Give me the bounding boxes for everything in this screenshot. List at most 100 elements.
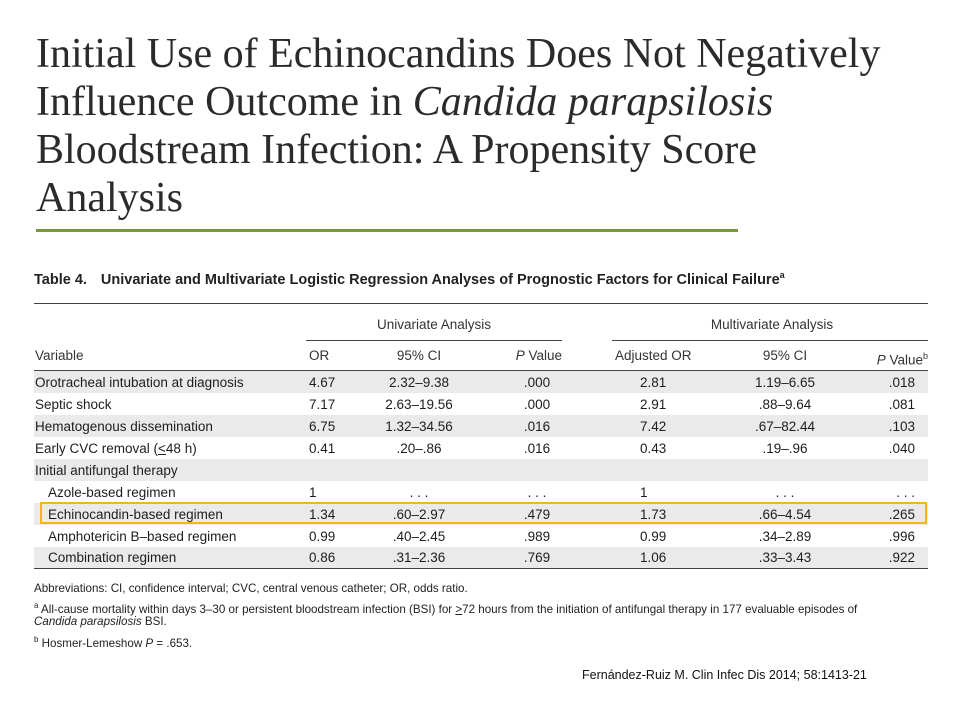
footnote-b: b Hosmer-Lemeshow P = .653. — [34, 632, 192, 651]
row-6-ci1: . . . — [409, 485, 429, 500]
footnote-a-italic: Candida parapsilosis — [34, 615, 142, 628]
row-3-variable: Hematogenous dissemination — [35, 419, 213, 434]
footnote-abbreviations: Abbreviations: CI, confidence interval; … — [34, 582, 468, 595]
source-citation: Fernández-Ruiz M. Clin Infec Dis 2014; 5… — [582, 668, 867, 682]
row-shade-1 — [34, 371, 928, 393]
row-1-ci1: 2.32–9.38 — [388, 375, 450, 390]
col-header-ci1: 95% CI — [396, 348, 442, 363]
row-9-p1: .769 — [523, 550, 551, 565]
row-7-p1: .479 — [523, 507, 551, 522]
footnote-b-pre: Hosmer-Lemeshow — [38, 636, 146, 650]
row-9-variable: Combination regimen — [48, 550, 177, 565]
multivariate-underline — [612, 340, 928, 341]
row-9-ci1: .31–2.36 — [392, 550, 446, 565]
row-2-p2: .081 — [888, 397, 915, 412]
table-caption: Table 4. Univariate and Multivariate Logi… — [34, 270, 785, 288]
footnote-a-rest: BSI. — [141, 615, 167, 628]
row-8-adjusted-or: 0.99 — [640, 529, 667, 544]
col-header-or: OR — [309, 348, 330, 363]
col-header-p2-sup: b — [922, 351, 928, 361]
row-1-variable: Orotracheal intubation at diagnosis — [35, 375, 244, 390]
row-9-or: 0.86 — [309, 550, 336, 565]
header-bottom-rule — [34, 370, 928, 371]
row-shade-7 — [34, 503, 928, 525]
row-shade-5 — [34, 459, 928, 481]
row-1-ci2: 1.19–6.65 — [754, 375, 816, 390]
row-7-p2: .265 — [888, 507, 915, 522]
row-3-p1: .016 — [523, 419, 551, 434]
title-line-4: Analysis — [36, 175, 183, 221]
row-4-ci1: .20–.86 — [396, 441, 442, 456]
col-header-p2: P Valueb — [877, 347, 928, 370]
row-4-adjusted-or: 0.43 — [640, 441, 667, 456]
row-7-ci2: .66–4.54 — [758, 507, 812, 522]
title-line-2-text: Influence Outcome in — [36, 79, 413, 125]
row-4-variable-pre: Early CVC removal ( — [35, 441, 159, 456]
col-header-ci2: 95% CI — [762, 348, 808, 363]
row-7-or: 1.34 — [309, 507, 336, 522]
title-line-1: Initial Use of Echinocandins Does Not Ne… — [36, 31, 881, 77]
row-shade-3 — [34, 415, 928, 437]
col-header-adjusted-or: Adjusted OR — [615, 348, 692, 363]
group-header-univariate: Univariate Analysis — [376, 317, 492, 332]
row-8-ci2: .34–2.89 — [758, 529, 812, 544]
footnote-a-pre: All-cause mortality within days 3–30 or … — [38, 602, 456, 616]
row-4-variable-post: 48 h) — [165, 441, 197, 456]
row-7-adjusted-or: 1.73 — [640, 507, 667, 522]
col-header-p2-rest: Value — [885, 352, 923, 368]
row-6-adjusted-or: 1 — [640, 485, 648, 500]
title-line-3: Bloodstream Infection: A Propensity Scor… — [36, 127, 757, 173]
row-6-variable: Azole-based regimen — [48, 485, 176, 500]
row-7-variable: Echinocandin-based regimen — [48, 507, 223, 522]
row-9-adjusted-or: 1.06 — [640, 550, 667, 565]
row-4-or: 0.41 — [309, 441, 336, 456]
row-6-p1: . . . — [527, 485, 547, 500]
row-8-or: 0.99 — [309, 529, 336, 544]
row-2-p1: .000 — [523, 397, 551, 412]
table-bottom-rule — [34, 568, 928, 569]
row-4-p1: .016 — [523, 441, 551, 456]
row-1-or: 4.67 — [309, 375, 336, 390]
row-4-ci2: .19–.96 — [762, 441, 808, 456]
row-8-p2: .996 — [888, 529, 915, 544]
row-4-variable: Early CVC removal (<48 h) — [35, 440, 197, 458]
row-1-p2: .018 — [888, 375, 915, 390]
row-6-or: 1 — [309, 485, 317, 500]
footnote-a-line-2: Candida parapsilosis BSI. — [34, 614, 167, 629]
group-header-multivariate: Multivariate Analysis — [710, 317, 834, 332]
row-3-or: 6.75 — [309, 419, 336, 434]
table-number: Table 4. — [34, 271, 87, 288]
slide-title: Initial Use of Echinocandins Does Not Ne… — [36, 30, 936, 222]
col-header-p1-rest: Value — [524, 348, 562, 363]
title-underline — [36, 229, 738, 232]
row-3-adjusted-or: 7.42 — [640, 419, 667, 434]
col-header-variable: Variable — [35, 348, 84, 363]
col-header-p1: P Value — [516, 347, 562, 365]
row-2-adjusted-or: 2.91 — [640, 397, 667, 412]
footnote-a-symbol: > — [455, 602, 463, 616]
footnote-b-italic: P — [145, 636, 154, 650]
row-8-ci1: .40–2.45 — [392, 529, 446, 544]
row-1-p1: .000 — [523, 375, 551, 390]
table-caption-sup: a — [779, 270, 785, 280]
row-9-ci2: .33–3.43 — [758, 550, 812, 565]
row-5-variable: Initial antifungal therapy — [35, 463, 178, 478]
row-6-ci2: . . . — [775, 485, 795, 500]
title-line-2-italic: Candida parapsilosis — [412, 79, 774, 125]
row-8-p1: .989 — [523, 529, 551, 544]
row-8-variable: Amphotericin B–based regimen — [48, 529, 237, 544]
col-header-p1-italic: P — [515, 348, 525, 363]
row-6-p2: . . . — [896, 485, 915, 500]
row-4-p2: .040 — [888, 441, 915, 456]
footnote-a: a All-cause mortality within days 3–30 o… — [34, 598, 857, 617]
footnote-b-post: = .653. — [153, 636, 193, 650]
row-shade-9 — [34, 547, 928, 569]
univariate-underline — [306, 340, 562, 341]
row-3-p2: .103 — [888, 419, 915, 434]
title-line-2: Influence Outcome in Candida parapsilosi… — [36, 78, 936, 126]
row-2-or: 7.17 — [309, 397, 336, 412]
row-3-ci2: .67–82.44 — [754, 419, 816, 434]
row-3-ci1: 1.32–34.56 — [385, 419, 453, 434]
row-4-variable-symbol: < — [158, 441, 166, 456]
table-caption-text: Univariate and Multivariate Logistic Reg… — [100, 271, 780, 288]
